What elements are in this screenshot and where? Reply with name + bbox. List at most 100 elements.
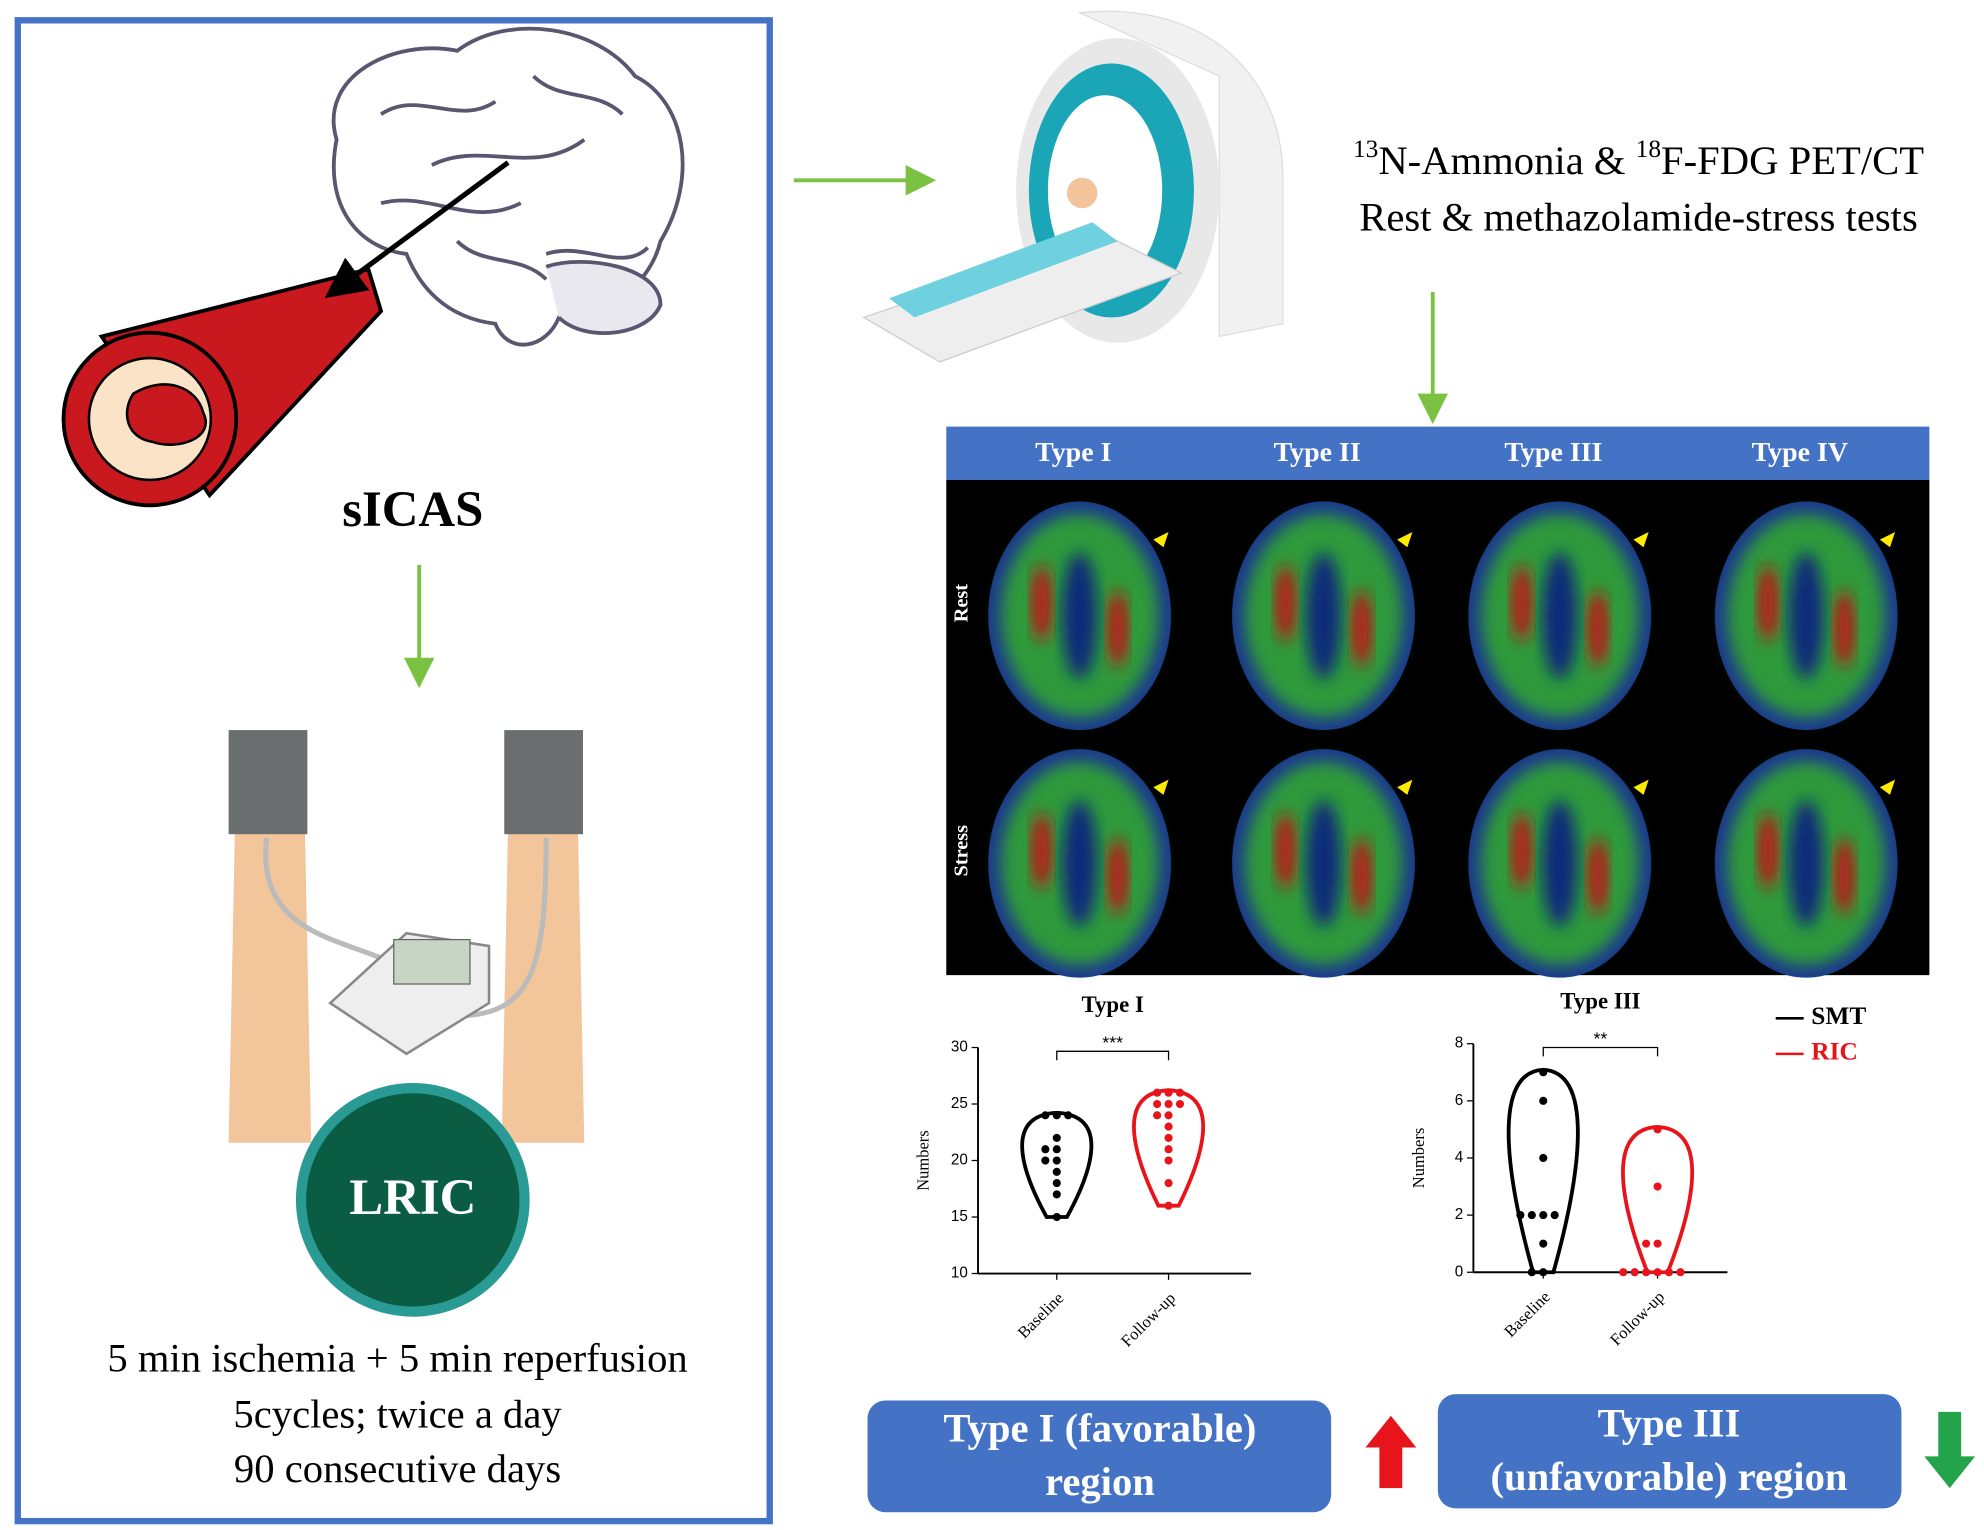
brain-scan xyxy=(1305,799,1342,927)
data-point xyxy=(1052,1190,1061,1199)
brain-scan xyxy=(1834,590,1855,667)
data-point xyxy=(1630,1268,1639,1277)
brain-scan xyxy=(1031,565,1052,642)
data-point xyxy=(1164,1099,1173,1109)
marker-arrowhead xyxy=(1153,532,1169,548)
marker-arrowhead xyxy=(1397,779,1413,795)
data-point xyxy=(1653,1125,1662,1134)
data-point xyxy=(1539,1239,1548,1248)
brain-scan xyxy=(1275,565,1296,642)
decrease-arrow xyxy=(1924,1411,1976,1489)
data-point xyxy=(1527,1268,1536,1277)
data-point xyxy=(1164,1156,1173,1165)
y-tick-label: 6 xyxy=(1455,1092,1463,1109)
brain-illustration xyxy=(331,26,685,347)
brain-scan xyxy=(1305,552,1342,680)
brain-scan xyxy=(1788,799,1824,927)
column-title: Type I xyxy=(1035,437,1111,468)
data-point xyxy=(1052,1133,1061,1142)
legend-label: SMT xyxy=(1811,1002,1866,1030)
y-tick-label: 25 xyxy=(951,1095,968,1112)
data-point xyxy=(1527,1211,1536,1220)
data-point xyxy=(1516,1211,1525,1220)
text: F-FDG PET/CT xyxy=(1661,138,1924,183)
protocol-line: 90 consecutive days xyxy=(234,1446,561,1491)
significance-bracket xyxy=(1056,1050,1170,1061)
protocol-line: 5cycles; twice a day xyxy=(233,1392,562,1437)
data-point xyxy=(1539,1153,1548,1163)
data-point xyxy=(1052,1212,1061,1222)
data-point xyxy=(1164,1133,1173,1142)
brain-scan xyxy=(1511,812,1532,889)
y-tick-label: 2 xyxy=(1455,1206,1463,1223)
data-point xyxy=(1175,1088,1185,1097)
data-point xyxy=(1550,1211,1559,1220)
data-point xyxy=(1052,1156,1061,1165)
marker-arrowhead xyxy=(1633,779,1649,795)
significance-label: ** xyxy=(1593,1029,1607,1049)
imaging-subtitle: Rest & methazolamide-stress tests xyxy=(1359,194,1918,239)
data-point xyxy=(1642,1239,1651,1248)
plot-title: Type I xyxy=(1081,992,1144,1017)
brain-scan xyxy=(1541,552,1578,680)
significance-bracket xyxy=(1542,1046,1659,1057)
data-point xyxy=(1164,1088,1173,1097)
data-point xyxy=(1164,1145,1173,1154)
marker-arrowhead xyxy=(1153,779,1169,795)
violin xyxy=(1020,1110,1094,1219)
superscript: 18 xyxy=(1636,135,1661,163)
brain-scan xyxy=(1351,838,1372,915)
data-point xyxy=(1041,1156,1050,1165)
treatment-label: LRIC xyxy=(349,1169,476,1225)
row-label: Stress xyxy=(950,825,972,877)
scanner-illustration xyxy=(862,10,1284,363)
marker-arrowhead xyxy=(1879,532,1896,548)
arms-illustration xyxy=(228,730,585,1143)
data-point xyxy=(1153,1088,1162,1097)
y-tick-label: 4 xyxy=(1455,1149,1464,1166)
brain-scan xyxy=(1061,552,1098,680)
data-point xyxy=(1653,1239,1662,1248)
data-point xyxy=(1164,1122,1173,1131)
brain-scan xyxy=(1757,565,1779,642)
x-tick-label: Follow-up xyxy=(1117,1288,1179,1350)
data-point xyxy=(1052,1179,1061,1188)
data-point xyxy=(1153,1111,1162,1120)
x-tick-label: Follow-up xyxy=(1606,1287,1668,1349)
data-point xyxy=(1539,1268,1548,1277)
data-point xyxy=(1041,1145,1050,1154)
outcome-box xyxy=(867,1400,1332,1513)
outcome-text: (unfavorable) region xyxy=(1490,1454,1847,1499)
brain-scan xyxy=(1757,812,1779,889)
brain-scan xyxy=(1107,838,1128,915)
x-tick-label: Baseline xyxy=(1500,1287,1554,1341)
data-point xyxy=(1164,1111,1173,1120)
increase-arrow xyxy=(1365,1415,1417,1489)
data-point xyxy=(1642,1268,1651,1277)
brain-scan xyxy=(1834,838,1855,915)
legend-label: RIC xyxy=(1811,1038,1858,1066)
brain-scan xyxy=(1541,799,1578,927)
data-point xyxy=(1052,1145,1061,1154)
y-tick-label: 0 xyxy=(1455,1263,1463,1280)
y-tick-label: 30 xyxy=(951,1039,968,1056)
y-tick-label: 15 xyxy=(951,1208,968,1225)
artery-illustration xyxy=(61,266,384,508)
outcome-text: Type I (favorable) xyxy=(943,1406,1256,1451)
outcome-text: Type III xyxy=(1598,1400,1741,1445)
marker-arrowhead xyxy=(1879,779,1896,795)
y-tick-label: 10 xyxy=(951,1265,968,1282)
data-point xyxy=(1664,1268,1674,1277)
brain-scan xyxy=(1031,812,1052,889)
protocol-line: 5 min ischemia + 5 min reperfusion xyxy=(107,1336,687,1381)
brain-scan xyxy=(1511,565,1532,642)
y-axis-label: Numbers xyxy=(1409,1128,1428,1188)
outcome-box xyxy=(1437,1394,1902,1509)
grid-header xyxy=(946,426,1930,480)
data-point xyxy=(1653,1182,1662,1191)
legend: SMT RIC xyxy=(1775,1002,1866,1066)
superscript: 13 xyxy=(1353,135,1378,163)
brain-scan xyxy=(1351,590,1372,667)
brain-scan xyxy=(1587,838,1609,915)
data-point xyxy=(1052,1111,1061,1120)
